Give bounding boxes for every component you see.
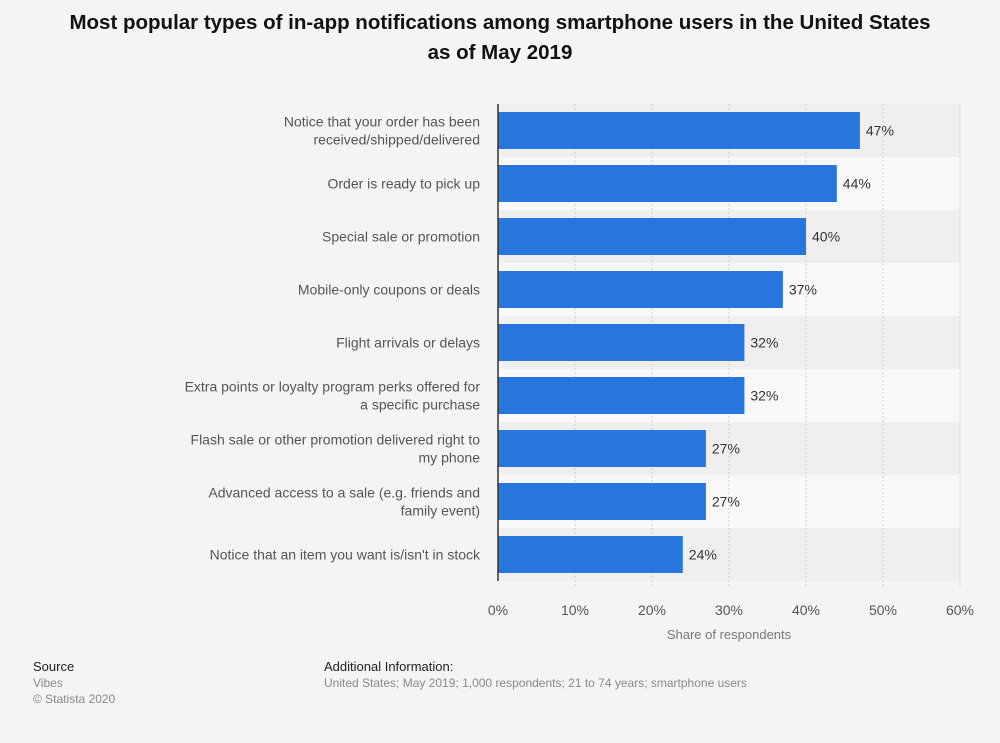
value-label: 40% xyxy=(812,229,840,245)
additional-info-block: Additional Information: United States; M… xyxy=(324,658,747,691)
category-label: Notice that an item you want is/isn't in… xyxy=(210,547,481,563)
value-label: 27% xyxy=(712,494,740,510)
category-label: Flash sale or other promotion delivered … xyxy=(191,432,481,466)
value-label: 27% xyxy=(712,441,740,457)
bar[interactable] xyxy=(498,430,706,467)
x-axis-label: Share of respondents xyxy=(667,627,792,642)
bar[interactable] xyxy=(498,165,837,202)
category-label: Mobile-only coupons or deals xyxy=(298,282,480,298)
value-label: 32% xyxy=(750,335,778,351)
bar[interactable] xyxy=(498,271,783,308)
x-tick-label: 20% xyxy=(638,602,666,618)
value-label: 24% xyxy=(689,547,717,563)
value-label: 47% xyxy=(866,123,894,139)
copyright: © Statista 2020 xyxy=(33,692,116,706)
category-label: Special sale or promotion xyxy=(322,229,480,245)
chart-title: Most popular types of in-app notificatio… xyxy=(69,11,931,64)
x-tick-label: 60% xyxy=(946,602,974,618)
info-heading: Additional Information: xyxy=(324,659,454,674)
bar[interactable] xyxy=(498,324,745,361)
source-block: Source Vibes © Statista 2020 xyxy=(33,658,115,707)
category-labels: Notice that your order has been received/… xyxy=(185,114,481,563)
category-label: Order is ready to pick up xyxy=(327,176,480,192)
bar[interactable] xyxy=(498,218,806,255)
category-label: Flight arrivals or delays xyxy=(336,335,480,351)
bar[interactable] xyxy=(498,377,745,414)
value-label: 37% xyxy=(789,282,817,298)
x-tick-label: 0% xyxy=(488,602,508,618)
bar[interactable] xyxy=(498,112,860,149)
bar[interactable] xyxy=(498,536,683,573)
bar[interactable] xyxy=(498,483,706,520)
source-name[interactable]: Vibes xyxy=(33,676,63,690)
x-tick-labels: 0% 10% 20% 30% 40% 50% 60% xyxy=(488,602,974,618)
category-label: Extra points or loyalty program perks of… xyxy=(185,379,481,413)
value-labels: 47% 44% 40% 37% 32% 32% 27% 27% 24% xyxy=(689,123,894,563)
bar-chart: Notice that your order has been received/… xyxy=(185,104,974,642)
category-label: Notice that your order has been received/… xyxy=(284,114,480,148)
source-heading: Source xyxy=(33,659,75,674)
bars xyxy=(498,112,860,573)
x-tick-label: 10% xyxy=(561,602,589,618)
category-label: Advanced access to a sale (e.g. friends … xyxy=(208,485,480,519)
x-tick-label: 50% xyxy=(869,602,897,618)
value-label: 44% xyxy=(843,176,871,192)
x-tick-label: 30% xyxy=(715,602,743,618)
x-tick-label: 40% xyxy=(792,602,820,618)
info-text: United States; May 2019; 1,000 responden… xyxy=(324,676,747,690)
value-label: 32% xyxy=(750,388,778,404)
